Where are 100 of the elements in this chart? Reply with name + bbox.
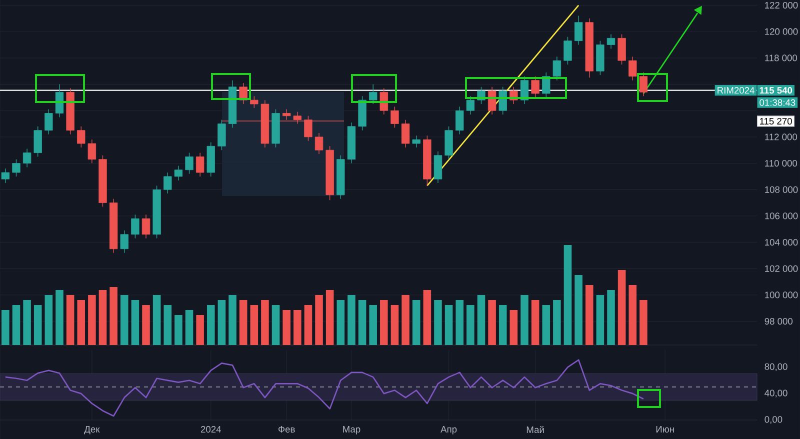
bar bbox=[56, 290, 64, 345]
y-tick-label: 118 000 bbox=[765, 54, 798, 62]
bar bbox=[174, 314, 182, 345]
bar bbox=[358, 300, 366, 345]
bar bbox=[282, 310, 290, 345]
candlestick bbox=[618, 34, 626, 65]
bar bbox=[542, 304, 550, 345]
bar bbox=[402, 294, 410, 345]
candlestick bbox=[196, 152, 204, 177]
y-tick-label: 110 000 bbox=[765, 160, 798, 167]
text: 01:38:43 bbox=[760, 99, 796, 106]
x-tick-label: 2024 bbox=[200, 426, 221, 433]
bar bbox=[607, 290, 615, 345]
bar bbox=[326, 290, 334, 345]
bar bbox=[164, 304, 172, 345]
x-tick-label: Дек bbox=[84, 426, 100, 434]
y-tick-label: 104 000 bbox=[765, 238, 798, 246]
bar bbox=[23, 300, 31, 345]
candlestick bbox=[142, 214, 150, 239]
bar bbox=[574, 274, 582, 345]
x-tick-label: Июн bbox=[656, 426, 674, 433]
annotation: RIM2024 bbox=[718, 87, 754, 94]
candlestick bbox=[314, 132, 324, 154]
bar bbox=[596, 294, 604, 345]
bar bbox=[294, 310, 302, 345]
bar bbox=[250, 304, 258, 345]
bar bbox=[564, 244, 572, 345]
candlestick bbox=[456, 106, 464, 135]
bar bbox=[2, 310, 10, 345]
bar bbox=[185, 310, 194, 345]
candlestick bbox=[77, 126, 86, 148]
candlestick bbox=[574, 15, 583, 46]
candlestick bbox=[552, 56, 562, 81]
y-tick-label: 40,00 bbox=[764, 390, 788, 398]
candlestick bbox=[120, 230, 128, 254]
candlestick bbox=[390, 106, 399, 128]
bar bbox=[34, 304, 42, 345]
x-tick-label: Апр bbox=[440, 426, 457, 434]
bar bbox=[66, 294, 74, 345]
candlestick bbox=[22, 148, 32, 168]
bar bbox=[640, 300, 648, 345]
bar bbox=[510, 310, 518, 345]
bar bbox=[466, 304, 474, 345]
x-tick-label: Мар bbox=[343, 426, 360, 434]
bar bbox=[88, 294, 96, 345]
bar bbox=[98, 290, 107, 345]
ref-line-label: 115 540 bbox=[760, 87, 792, 94]
y-tick-label: 100 000 bbox=[765, 292, 798, 298]
bar bbox=[390, 304, 399, 345]
bar bbox=[110, 286, 118, 345]
bar bbox=[348, 294, 356, 345]
x-tick-label: Фев bbox=[278, 426, 295, 433]
bar bbox=[380, 300, 388, 345]
y-tick-label: 98 000 bbox=[764, 318, 793, 325]
bar bbox=[423, 290, 432, 345]
bar bbox=[152, 294, 161, 345]
candlestick bbox=[88, 139, 96, 164]
y-tick-label: 102 000 bbox=[765, 265, 798, 272]
bar bbox=[369, 304, 377, 345]
bar bbox=[531, 300, 540, 345]
candlestick bbox=[12, 158, 20, 177]
candlestick bbox=[164, 172, 172, 194]
bar bbox=[488, 300, 496, 345]
bar bbox=[553, 300, 561, 345]
candlestick bbox=[434, 151, 442, 184]
candlestick bbox=[369, 84, 378, 104]
candlestick bbox=[282, 108, 291, 120]
candlestick bbox=[185, 152, 194, 174]
bar bbox=[12, 304, 20, 345]
candlestick bbox=[293, 112, 302, 124]
candlestick bbox=[131, 214, 140, 239]
bar bbox=[206, 304, 215, 345]
bar bbox=[520, 294, 528, 345]
candlestick bbox=[401, 119, 410, 148]
y-tick-label: 122 000 bbox=[765, 2, 798, 9]
candlestick bbox=[520, 76, 529, 104]
y-tick-label: 112 000 bbox=[765, 134, 798, 140]
y-tick-label: 80,00 bbox=[764, 363, 788, 372]
candlestick bbox=[174, 166, 183, 181]
bar bbox=[196, 314, 204, 345]
bar bbox=[434, 300, 442, 345]
bar bbox=[131, 300, 140, 345]
candlestick bbox=[606, 34, 616, 50]
y-tick-label: 120 000 bbox=[765, 28, 798, 35]
candlestick bbox=[34, 126, 42, 158]
bar bbox=[218, 300, 226, 345]
candlestick bbox=[304, 116, 312, 142]
bar bbox=[585, 284, 594, 345]
bar bbox=[142, 304, 150, 345]
bar bbox=[77, 300, 86, 345]
candlestick bbox=[250, 96, 258, 108]
y-tick-label: 106 000 bbox=[765, 212, 798, 220]
bar bbox=[444, 304, 453, 345]
candlestick bbox=[564, 36, 572, 65]
bar bbox=[228, 294, 236, 345]
candlestick bbox=[218, 119, 226, 150]
bar bbox=[261, 300, 269, 345]
candlestick bbox=[466, 96, 475, 115]
bar bbox=[628, 284, 637, 345]
candlestick bbox=[531, 76, 540, 98]
